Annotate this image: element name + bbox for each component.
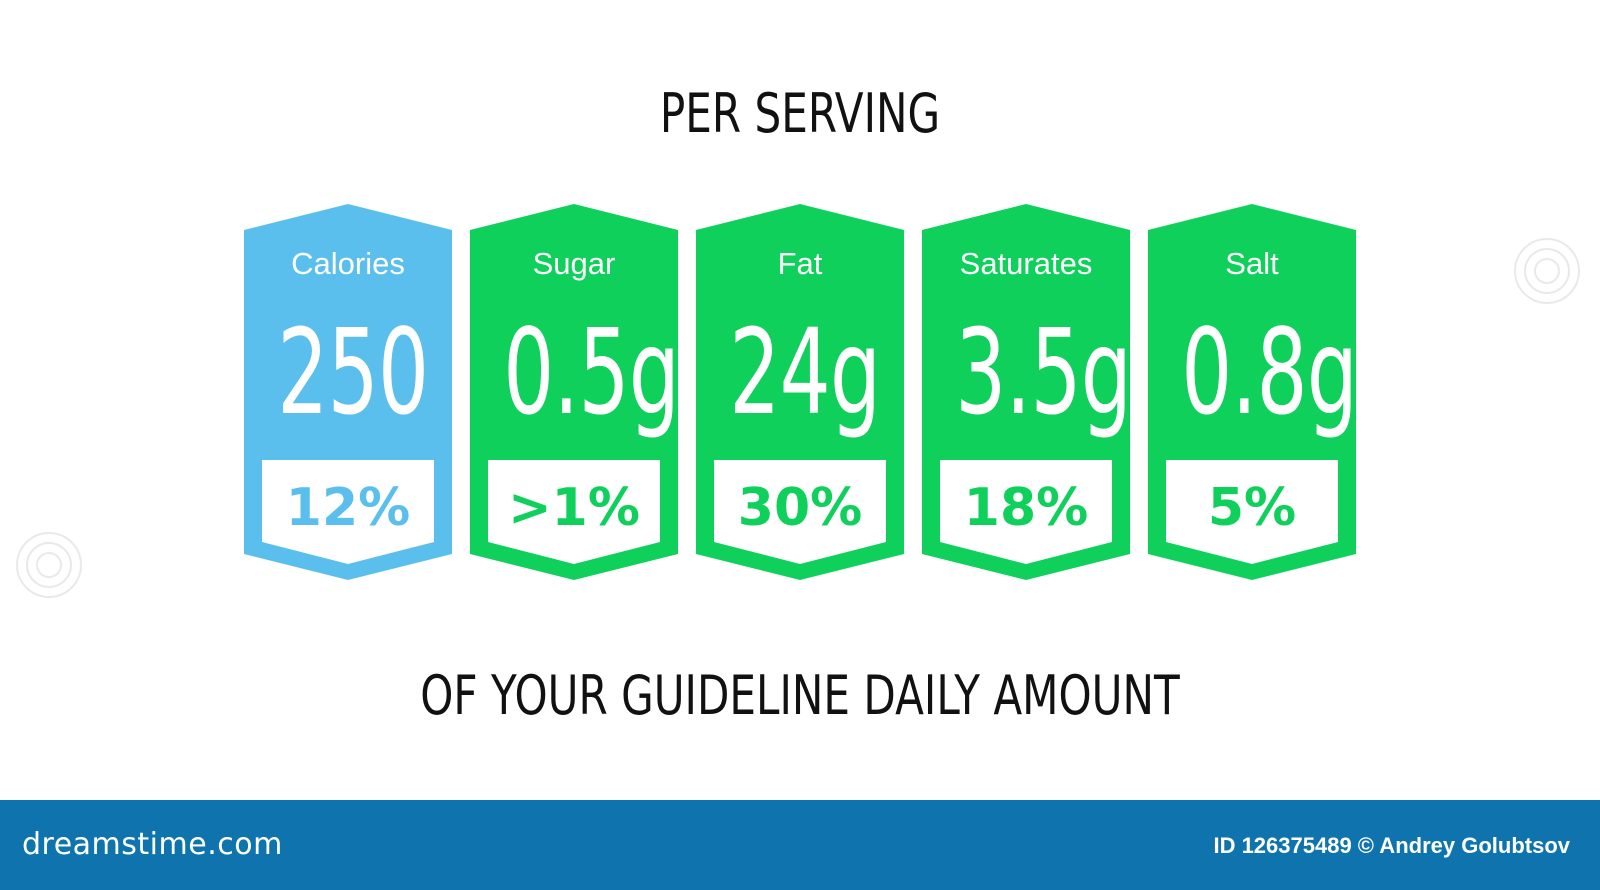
label-shape <box>922 204 1130 580</box>
label-name: Sugar <box>532 246 616 281</box>
label-shape <box>244 204 452 580</box>
page-title: PER SERVING <box>659 82 941 145</box>
watermark-icon <box>1514 238 1580 304</box>
label-value: 0.8g <box>1181 303 1358 441</box>
label-shape <box>470 204 678 580</box>
guideline-caption: OF YOUR GUIDELINE DAILY AMOUNT <box>420 664 1180 727</box>
label-percent: 30% <box>737 478 863 538</box>
brand-logo-text: dreamstime.com <box>22 827 283 862</box>
label-name: Saturates <box>959 246 1093 281</box>
image-credit: ID 126375489 © Andrey Golubtsov <box>1213 833 1570 858</box>
label-value: 250 <box>277 303 429 441</box>
label-percent: 18% <box>963 478 1089 538</box>
label-shape <box>696 204 904 580</box>
nutrition-label-salt: Salt 0.8g 5% <box>1148 204 1358 594</box>
label-name: Salt <box>1225 246 1279 281</box>
label-value: 3.5g <box>955 303 1132 441</box>
label-shape <box>1148 204 1356 580</box>
nutrition-label-sugar: Sugar 0.5g >1% <box>470 204 680 594</box>
label-percent: >1% <box>508 478 640 538</box>
label-percent: 12% <box>285 478 411 538</box>
label-value: 0.5g <box>503 303 680 441</box>
label-percent: 5% <box>1207 478 1297 538</box>
nutrition-label-saturates: Saturates 3.5g 18% <box>922 204 1132 594</box>
nutrition-label-calories: Calories 250 12% <box>244 204 452 594</box>
nutrition-label-fat: Fat 24g 30% <box>696 204 904 594</box>
label-name: Fat <box>777 246 823 281</box>
label-value: 24g <box>729 303 881 441</box>
footer-bar: dreamstime.com ID 126375489 © Andrey Gol… <box>0 800 1600 890</box>
watermark-icon <box>16 532 82 598</box>
label-name: Calories <box>291 246 405 281</box>
